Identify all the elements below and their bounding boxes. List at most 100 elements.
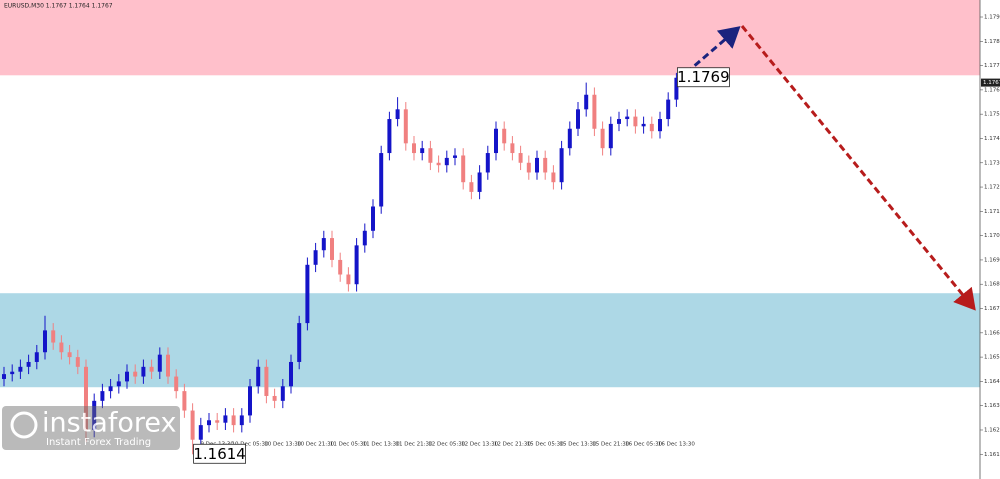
last-price-label: 1.1767 (983, 80, 1000, 86)
candle-body (543, 157, 548, 173)
x-tick-label: 12 Dec 13:30 (461, 442, 498, 448)
candle-body (420, 148, 425, 154)
candle-body (141, 366, 146, 377)
y-tick-label: 1.1714 (984, 209, 1000, 215)
candle-body (428, 148, 433, 163)
candle-body (166, 354, 170, 377)
candle-body (92, 400, 97, 430)
y-tick-label: 1.1664 (984, 330, 1000, 336)
candle-body (518, 153, 523, 163)
candle-body (239, 415, 244, 426)
candle-body (338, 259, 343, 275)
candle-body (658, 119, 662, 132)
candle-body (362, 230, 367, 246)
candle-body (395, 109, 400, 120)
candle-body (469, 182, 474, 192)
candle-body (551, 172, 556, 183)
candle-body (75, 357, 80, 367)
candle-body (100, 391, 105, 401)
candle-body (461, 155, 466, 183)
candle-body (346, 274, 351, 285)
candle-body (576, 109, 580, 129)
x-tick-label: 12 Dec 21:30 (494, 442, 531, 448)
candle-body (666, 99, 671, 120)
candle-body (444, 157, 449, 166)
price-annotation: 1.1614 (193, 443, 247, 464)
watermark-tagline: Instant Forex Trading (46, 437, 151, 448)
candle-body (477, 172, 482, 192)
candle-body (157, 354, 162, 372)
candle-body (567, 128, 572, 149)
candle-body (149, 366, 154, 372)
candle-body (494, 128, 498, 154)
x-tick-label: 16 Dec 13:30 (658, 442, 695, 448)
chart-title: EURUSD,M30 1.1767 1.1764 1.1767 (4, 3, 113, 10)
candle-body (412, 143, 416, 154)
candle-body (674, 77, 679, 100)
annotation-box (677, 67, 730, 88)
price-axis-bg (980, 0, 1000, 479)
y-tick-label: 1.1744 (984, 136, 1000, 142)
x-tick-label: 15 Dec 13:30 (560, 442, 597, 448)
candle-body (649, 123, 654, 132)
watermark-bg (2, 406, 180, 450)
candle-body (305, 264, 310, 324)
y-tick-label: 1.1644 (984, 379, 1000, 385)
candle-body (10, 371, 15, 375)
candle-body (207, 420, 211, 426)
candle-body (26, 361, 31, 367)
candle-body (641, 123, 646, 127)
candle-body (67, 352, 72, 358)
candle-body (43, 330, 47, 353)
candle-body (510, 143, 515, 154)
candle-body (592, 94, 597, 129)
candle-body (321, 238, 326, 251)
candle-body (403, 109, 408, 144)
y-tick-label: 1.1724 (984, 185, 1000, 191)
candle-body (453, 155, 457, 158)
candle-body (18, 366, 23, 372)
candle-body (231, 415, 236, 426)
candle-body (371, 206, 375, 231)
candle-body (34, 352, 39, 362)
candle-body (264, 366, 269, 396)
candles (2, 72, 679, 455)
last-price-tag (981, 78, 1000, 87)
annotation-box (193, 443, 247, 464)
annotation-label: 1.1769 (677, 68, 730, 86)
candle-body (559, 148, 564, 183)
annotation-label: 1.1614 (193, 445, 246, 463)
candle-body (256, 366, 261, 387)
y-tick-label: 1.1634 (984, 403, 1000, 409)
y-tick-label: 1.1764 (984, 87, 1000, 93)
candle-body (223, 415, 228, 423)
candle-body (617, 119, 621, 124)
candle-body (387, 119, 392, 154)
y-tick-label: 1.1614 (984, 452, 1000, 458)
x-tick-label: 12 Dec 05:30 (428, 442, 465, 448)
candle-body (289, 361, 293, 387)
candle-body (297, 323, 302, 362)
candle-body (272, 395, 277, 401)
zones (0, 0, 980, 388)
candle-body (215, 420, 220, 423)
y-tick-label: 1.1794 (984, 15, 1000, 21)
candle-body (182, 391, 187, 411)
candle-body (198, 425, 203, 440)
x-tick-label: 11 Dec 21:30 (396, 442, 433, 448)
watermark-logo (10, 411, 38, 439)
y-tick-label: 1.1684 (984, 282, 1000, 288)
candle-body (133, 371, 138, 377)
candle-body (51, 330, 56, 343)
candle-body (584, 94, 589, 110)
candle-body (354, 245, 359, 285)
x-tick-label: 15 Dec 21:30 (592, 442, 629, 448)
candle-body (330, 238, 334, 260)
candle-body (125, 371, 129, 382)
candle-body (502, 128, 507, 144)
watermark: instaforex Instant Forex Trading (2, 406, 180, 450)
candle-body (625, 116, 630, 120)
y-tick-label: 1.1674 (984, 306, 1000, 312)
x-tick-label: 11 Dec 05:30 (330, 442, 367, 448)
